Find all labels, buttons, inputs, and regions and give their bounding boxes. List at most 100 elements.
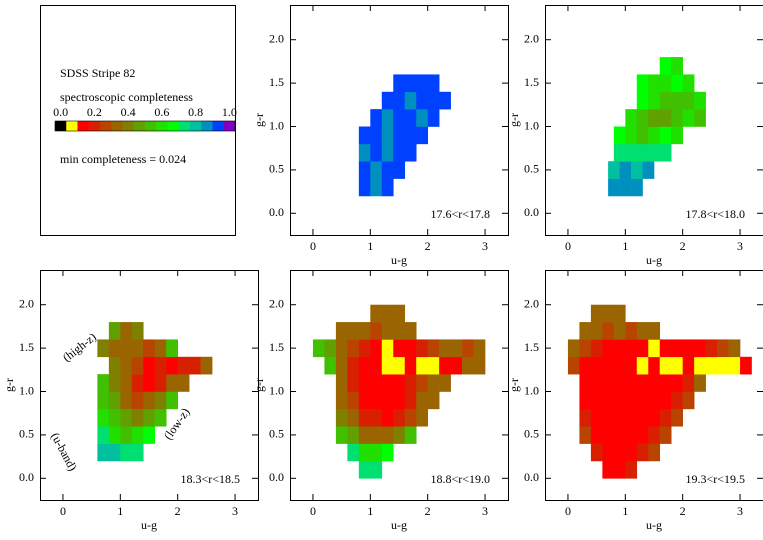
heatmap-cell [370, 426, 383, 444]
heatmap-cell [590, 339, 603, 358]
heatmap-cell [671, 408, 683, 427]
heatmap-cell [347, 322, 360, 340]
heatmap-cell [694, 374, 706, 392]
colorbar-cell [178, 121, 191, 131]
heatmap-cell [370, 408, 383, 427]
y-tick-label: 2.0 [269, 296, 284, 310]
heatmap-cell [404, 356, 417, 375]
heatmap-cell [416, 356, 428, 375]
y-axis-label: g-r [252, 113, 266, 127]
heatmap-cell [358, 339, 371, 358]
x-axis-label: u-g [646, 518, 662, 532]
heatmap-cell [636, 374, 649, 392]
heatmap-cell [450, 356, 463, 375]
heatmap-cell [625, 426, 638, 444]
heatmap-cell [602, 339, 615, 358]
heatmap-cell [602, 443, 615, 462]
heatmap-cell [404, 322, 417, 340]
heatmap-cell [636, 408, 649, 427]
heatmap-cell [613, 126, 626, 145]
x-tick-label: 1 [367, 239, 373, 253]
heatmap-cell [108, 408, 121, 427]
heatmap-cell [648, 426, 661, 444]
heatmap-cell [393, 126, 406, 145]
heatmap-cell [335, 426, 348, 444]
panel-label: 17.8<r<18.0 [685, 207, 745, 221]
y-tick-label: 0.5 [269, 427, 284, 441]
heatmap-cell [590, 356, 603, 375]
heatmap-cell [131, 443, 144, 462]
colorbar-cell [111, 121, 123, 131]
heatmap-cell [567, 356, 580, 375]
heatmap-cell [108, 443, 121, 462]
heatmap-cell [590, 426, 603, 444]
heatmap-cell [381, 443, 394, 462]
heatmap-cell [613, 460, 626, 479]
heatmap-cell [579, 391, 592, 410]
heatmap-cell [347, 339, 360, 358]
heatmap-cell [450, 339, 463, 358]
heatmap-cell [370, 374, 383, 392]
colorbar-cell [201, 121, 213, 131]
heatmap-cell [636, 126, 649, 145]
heatmap-cell [416, 339, 428, 358]
heatmap-cell [740, 356, 752, 375]
heatmap-cell [154, 356, 167, 375]
heatmap-cell [335, 374, 348, 392]
heatmap-cell [97, 339, 110, 358]
heatmap-cell [636, 426, 649, 444]
heatmap-cell [108, 391, 121, 410]
heatmap-cell [671, 91, 683, 110]
heatmap-cell [705, 339, 718, 358]
x-tick-label: 3 [482, 239, 488, 253]
heatmap-cell [404, 339, 417, 358]
heatmap-cell [393, 91, 406, 110]
panel: 0 1 2 3 0.0 0.5 1.0 1.5 2.0 u-g g-r 18.3<r<18.5 (hig… [2, 270, 259, 532]
heatmap-cell [671, 126, 683, 145]
heatmap-cell [381, 126, 394, 145]
heatmap-cell [347, 443, 360, 462]
heatmap-cell [636, 143, 649, 162]
heatmap-cell [590, 391, 603, 410]
panel: 0 1 2 3 0.0 0.5 1.0 1.5 2.0 u-g g-r 17.8<r<18.0 [507, 5, 763, 267]
y-tick-label: 1.0 [524, 118, 539, 132]
x-tick-label: 2 [680, 504, 686, 518]
heatmap-cell [619, 161, 632, 179]
heatmap-cell [97, 374, 110, 392]
heatmap-cell [625, 391, 638, 410]
heatmap-cell [404, 408, 417, 427]
heatmap-cell [381, 322, 394, 340]
heatmap-cell [177, 374, 190, 392]
heatmap-cell [370, 143, 383, 162]
heatmap-cell [625, 356, 638, 375]
heatmap-cell [625, 109, 638, 127]
plot-frame [290, 270, 509, 501]
heatmap-cell [370, 356, 383, 375]
heatmap-cell [166, 374, 178, 392]
heatmap-cell [97, 391, 110, 410]
panel-label: 17.6<r<17.8 [430, 207, 490, 221]
panel-label: 18.3<r<18.5 [180, 472, 240, 486]
heatmap-cell [312, 339, 325, 358]
heatmap-cell [381, 426, 394, 444]
heatmap-cell [358, 356, 371, 375]
heatmap-cell [370, 304, 383, 323]
panel: 0 1 2 3 0.0 0.5 1.0 1.5 2.0 u-g g-r 17.6<r<17.8 [252, 5, 509, 267]
heatmap-cell [381, 356, 394, 375]
heatmap-cell [590, 408, 603, 427]
heatmap-cell [613, 304, 626, 323]
heatmap-cell [347, 408, 360, 427]
x-tick-label: 1 [622, 239, 628, 253]
y-tick-label: 0.0 [269, 205, 284, 219]
heatmap-cell [625, 322, 638, 340]
heatmap-cell [131, 356, 144, 375]
heatmap-cell [189, 356, 201, 375]
heatmap-cell [694, 356, 706, 375]
heatmap-cell [370, 443, 383, 462]
heatmap-cell [648, 91, 661, 110]
heatmap-cell [717, 339, 729, 358]
heatmap-cell [143, 426, 156, 444]
heatmap-cell [728, 339, 741, 358]
colorbar-tick-label: 0.6 [154, 105, 169, 119]
heatmap-cell [625, 374, 638, 392]
